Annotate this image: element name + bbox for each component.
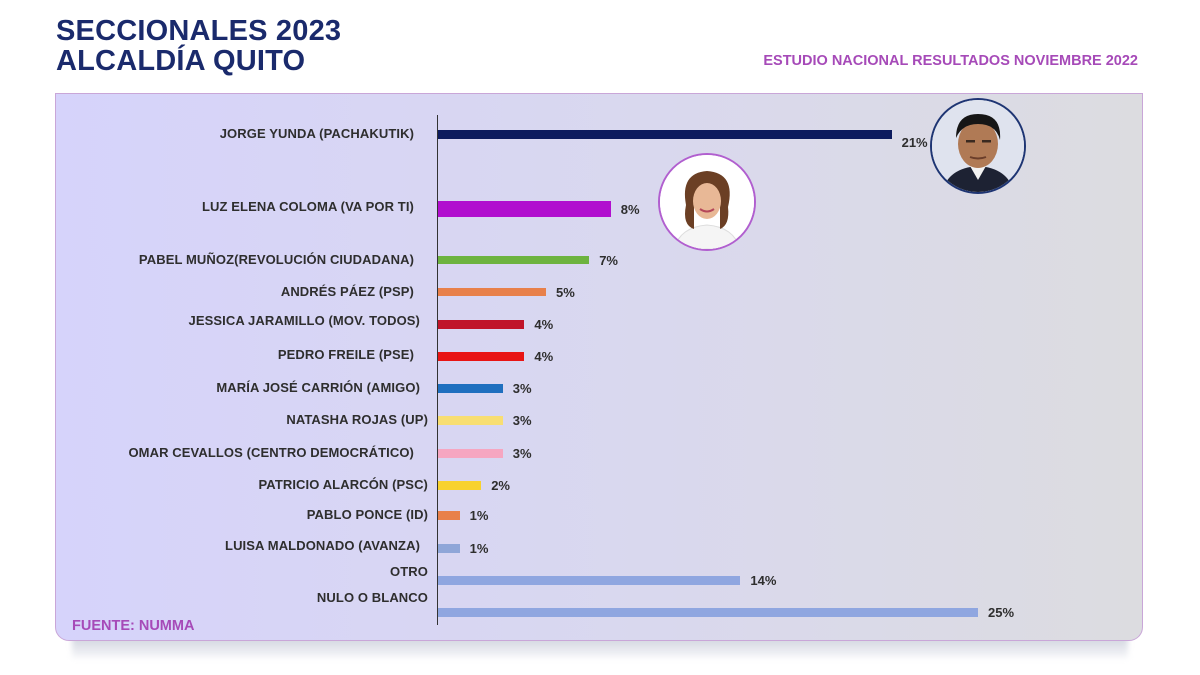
category-label: LUISA MALDONADO (AVANZA) [225,538,420,553]
category-label: MARÍA JOSÉ CARRIÓN (AMIGO) [216,380,420,395]
bar [438,415,503,425]
data-label: 25% [988,605,1015,620]
category-label: LUZ ELENA COLOMA (VA POR TI) [202,199,414,214]
data-label: 7% [599,253,618,268]
bar [438,256,590,264]
category-label: PABEL MUÑOZ(REVOLUCIÓN CIUDADANA) [138,252,414,267]
data-label: 1% [469,541,489,556]
page-title: SECCIONALES 2023 ALCALDÍA QUITO [56,16,341,76]
category-label: PEDRO FREILE (PSE) [277,347,414,362]
data-label: 1% [469,508,489,523]
bar [438,129,892,139]
category-label: OMAR CEVALLOS (CENTRO DEMOCRÁTICO) [128,445,414,460]
data-label: 4% [534,317,554,332]
source-note: FUENTE: NUMMA [72,618,195,634]
title-line-2: ALCALDÍA QUITO [56,45,306,77]
category-label: NULO O BLANCO [316,590,428,605]
bar [438,510,460,520]
data-label: 3% [512,381,532,396]
category-label: PABLO PONCE (ID) [306,507,428,522]
data-label: 2% [491,478,510,493]
bar [438,351,525,361]
bar [438,607,978,617]
data-label: 21% [901,135,928,150]
data-label: 3% [512,446,532,461]
data-label: 8% [620,202,640,217]
data-label: 14% [750,573,777,588]
category-label: NATASHA ROJAS (UP) [286,412,428,427]
category-label: PATRICIO ALARCÓN (PSC) [258,477,428,492]
luz-elena-coloma-photo [658,153,756,251]
subtitle: ESTUDIO NACIONAL RESULTADOS NOVIEMBRE 20… [763,53,1138,69]
data-label: 4% [534,349,554,364]
y-axis-line [437,115,438,625]
category-label: ANDRÉS PÁEZ (PSP) [280,284,414,299]
category-label: JESSICA JARAMILLO (MOV. TODOS) [188,313,420,328]
title-line-1: SECCIONALES 2023 [56,15,342,47]
category-label: JORGE YUNDA (PACHAKUTIK) [219,126,414,141]
bar [438,201,611,217]
jorge-yunda-photo [930,98,1026,194]
data-label: 5% [556,285,575,300]
bar [438,319,525,329]
data-label: 3% [512,413,532,428]
bar [438,480,482,490]
category-label: OTRO [390,564,428,579]
bar [438,575,741,585]
bar [438,288,546,296]
bar [438,383,503,393]
bar [438,543,460,553]
bar [438,448,503,458]
